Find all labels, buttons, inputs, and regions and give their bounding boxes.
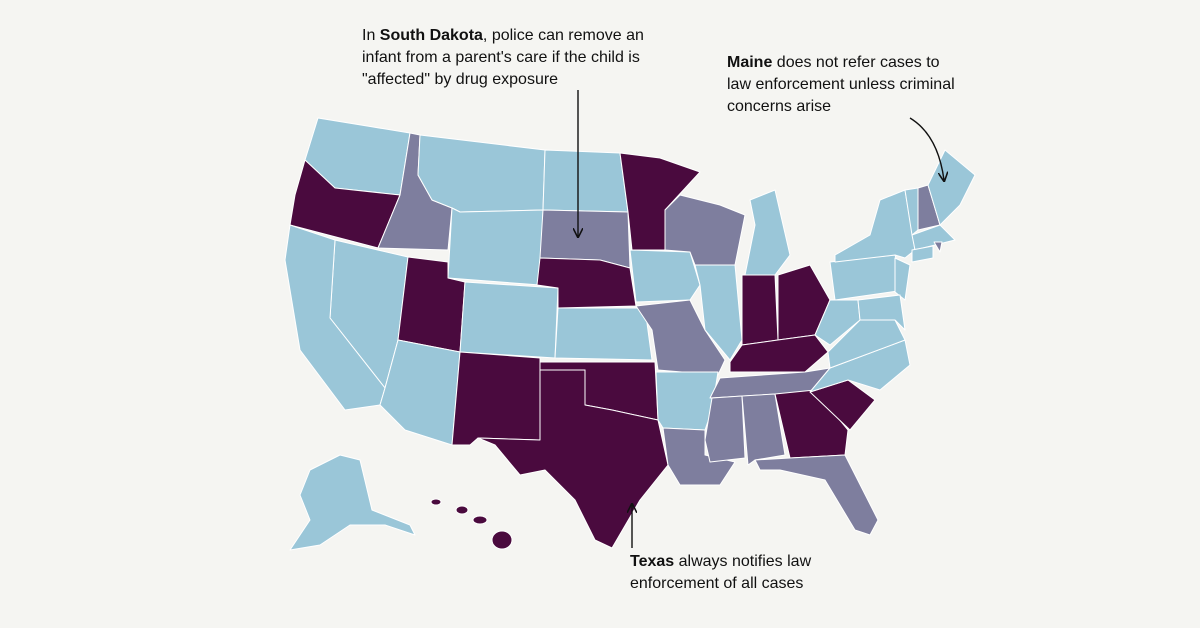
state <box>933 241 943 253</box>
state <box>694 264 743 361</box>
state <box>289 454 416 551</box>
state <box>459 281 559 359</box>
state <box>911 224 956 251</box>
state <box>430 498 442 506</box>
state <box>774 389 849 459</box>
state <box>927 149 976 226</box>
state <box>447 207 544 286</box>
state <box>536 257 637 309</box>
state <box>911 245 934 263</box>
annotation-bold: Maine <box>727 54 773 71</box>
annotation: Texas always notifies law enforcement of… <box>630 551 830 595</box>
state <box>472 515 488 525</box>
annotation-text: does not refer cases to law enforcement … <box>727 54 955 115</box>
annotation: In South Dakota, police can remove an in… <box>362 25 662 91</box>
state <box>834 189 916 263</box>
state <box>704 395 746 463</box>
state <box>741 274 779 346</box>
state <box>754 454 879 536</box>
state <box>451 351 541 446</box>
state <box>554 307 653 361</box>
state <box>741 393 786 466</box>
state <box>662 427 736 486</box>
state <box>491 530 513 550</box>
annotation-bold: South Dakota <box>379 27 483 44</box>
annotation-text: , police can remove an infant from a par… <box>362 27 644 88</box>
annotation-bold: Texas <box>630 553 675 570</box>
state <box>894 257 911 301</box>
annotation-text: always notifies law enforcement of all c… <box>630 553 812 592</box>
state <box>744 189 791 276</box>
annotation: Maine does not refer cases to law enforc… <box>727 52 962 118</box>
state <box>857 294 906 331</box>
arrow <box>909 117 944 180</box>
state <box>417 134 546 213</box>
state <box>477 369 669 549</box>
annotation-text: In <box>362 27 380 44</box>
state <box>629 249 701 303</box>
state <box>455 505 469 515</box>
states <box>284 117 976 551</box>
state <box>729 334 829 373</box>
state <box>542 149 629 213</box>
state <box>827 319 906 369</box>
state <box>635 299 726 376</box>
